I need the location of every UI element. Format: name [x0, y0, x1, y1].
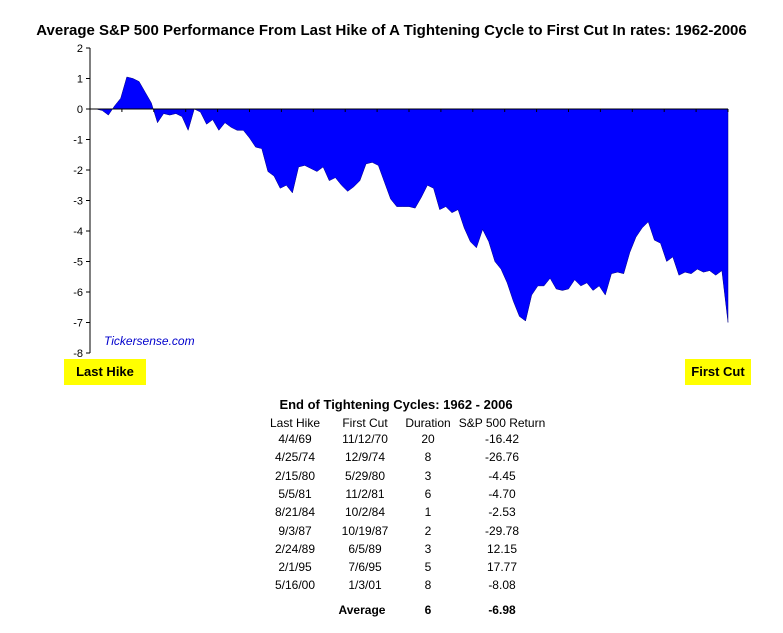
cell-last-hike: 5/5/81	[278, 486, 312, 501]
cell-return: -8.08	[488, 578, 516, 593]
cell-first-cut: 5/29/80	[344, 468, 386, 483]
cell-first-cut: 10/2/84	[344, 505, 386, 520]
table-row: 2/15/80 5/29/80 3 -4.45	[0, 469, 783, 487]
table-row: 2/24/89 6/5/89 3 12.15	[0, 542, 783, 560]
header-first-cut: First Cut	[342, 416, 388, 430]
y-tick-label: 2	[77, 43, 83, 55]
cell-return: -4.45	[488, 468, 516, 483]
average-duration: 6	[424, 603, 432, 617]
cell-duration: 6	[424, 486, 432, 501]
cell-first-cut: 6/5/89	[348, 541, 382, 556]
watermark-text: Tickersense.com	[104, 334, 195, 348]
cell-duration: 3	[424, 541, 432, 556]
table-row: 2/1/95 7/6/95 5 17.77	[0, 560, 783, 578]
cell-return: -16.42	[484, 432, 520, 446]
header-duration: Duration	[405, 416, 451, 430]
cell-duration: 20	[421, 432, 435, 446]
performance-area	[90, 76, 729, 323]
cell-last-hike: 4/25/74	[274, 450, 316, 465]
y-tick-label: -1	[73, 135, 83, 147]
y-tick-label: -5	[73, 257, 83, 269]
table-row: 4/25/74 12/9/74 8 -26.76	[0, 450, 783, 468]
cell-duration: 3	[424, 468, 432, 483]
cell-return: -4.70	[488, 486, 516, 501]
cell-return: 17.77	[486, 560, 518, 575]
cell-return: -29.78	[484, 523, 520, 538]
average-row: Average 6 -6.98	[0, 603, 783, 621]
cell-last-hike: 8/21/84	[274, 505, 316, 520]
cell-last-hike: 2/15/80	[274, 468, 316, 483]
cell-return: -2.53	[488, 505, 516, 520]
x-label-first-cut: First Cut	[685, 359, 751, 385]
table-row: 8/21/84 10/2/84 1 -2.53	[0, 505, 783, 523]
table-header: Last Hike First Cut Duration S&P 500 Ret…	[0, 416, 783, 434]
cell-return: -26.76	[484, 450, 520, 465]
y-tick-label: -7	[73, 318, 83, 330]
header-return: S&P 500 Return	[458, 416, 546, 430]
cell-first-cut: 7/6/95	[348, 560, 382, 575]
cell-last-hike: 4/4/69	[278, 432, 312, 446]
cell-last-hike: 2/1/95	[278, 560, 312, 575]
cell-duration: 8	[424, 578, 432, 593]
table-row: 4/4/69 11/12/70 20 -16.42	[0, 432, 783, 450]
cell-duration: 2	[424, 523, 432, 538]
cell-last-hike: 9/3/87	[278, 523, 312, 538]
header-last-hike: Last Hike	[269, 416, 321, 430]
y-tick-label: -3	[73, 196, 83, 208]
area-chart: 2 1 0 -1 -2 -3 -4 -5 -6 -7 -8 Tickersense.com	[73, 43, 729, 360]
y-tick-label: 1	[77, 74, 83, 86]
table-title: End of Tightening Cycles: 1962 - 2006	[279, 397, 513, 412]
table-row: 5/5/81 11/2/81 6 -4.70	[0, 487, 783, 505]
cell-last-hike: 2/24/89	[274, 541, 316, 556]
cell-first-cut: 11/12/70	[342, 432, 388, 446]
y-tick-label: -4	[73, 226, 83, 238]
cell-first-cut: 1/3/01	[348, 578, 382, 593]
cell-first-cut: 10/19/87	[341, 523, 389, 538]
y-tick-label: 0	[77, 104, 83, 116]
cell-first-cut: 11/2/81	[345, 486, 385, 501]
cell-return: 12.15	[486, 541, 518, 556]
table-row: 9/3/87 10/19/87 2 -29.78	[0, 524, 783, 542]
average-return: -6.98	[488, 603, 516, 617]
table-row: 5/16/00 1/3/01 8 -8.08	[0, 578, 783, 596]
cell-duration: 5	[424, 560, 432, 575]
y-tick-label: -2	[73, 165, 83, 177]
cell-duration: 8	[424, 450, 432, 465]
y-tick-label: -6	[73, 287, 83, 299]
chart-title: Average S&P 500 Performance From Last Hi…	[36, 22, 747, 39]
cell-first-cut: 12/9/74	[344, 450, 386, 465]
cell-duration: 1	[424, 505, 432, 520]
x-label-last-hike: Last Hike	[64, 359, 146, 385]
y-tick-label: -8	[73, 348, 83, 360]
cell-last-hike: 5/16/00	[274, 578, 316, 593]
average-label: Average	[338, 603, 386, 617]
